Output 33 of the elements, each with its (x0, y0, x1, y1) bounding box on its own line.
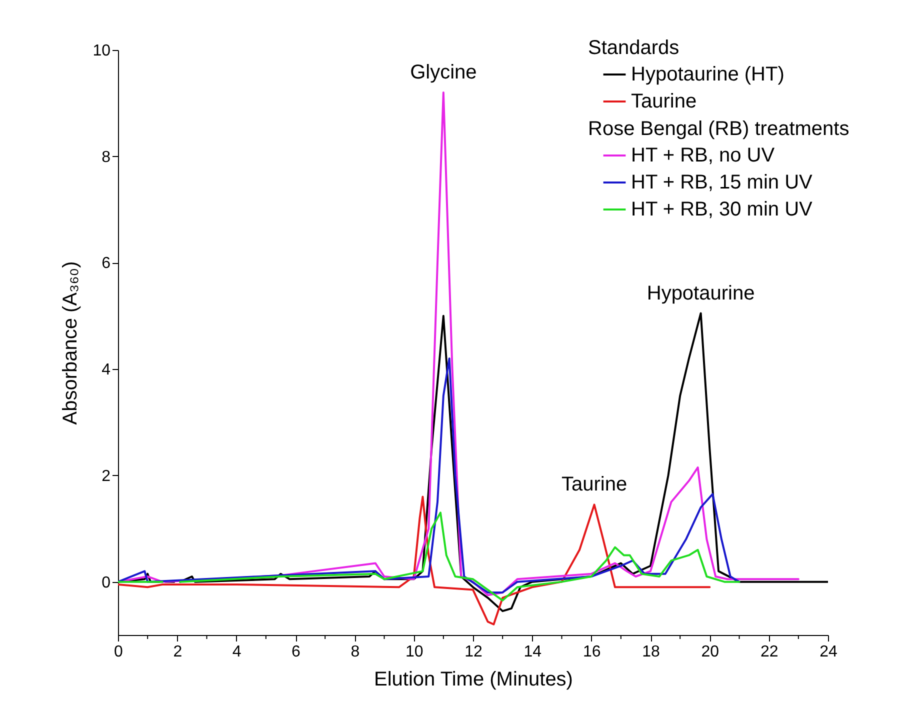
y-tick-label: 0 (102, 574, 111, 592)
x-tick-label: 22 (760, 644, 778, 660)
y-tick-label: 4 (102, 362, 111, 379)
legend-label: HT + RB, 30 min UV (631, 198, 814, 220)
line-series (118, 357, 740, 594)
y-tick-label: 6 (102, 255, 111, 272)
x-tick-label: 14 (524, 644, 542, 660)
x-tick-label: 4 (232, 644, 242, 660)
x-tick-label: 0 (114, 644, 124, 660)
x-tick-label: 6 (292, 644, 301, 660)
x-tick-label: 10 (405, 644, 424, 660)
y-tick-label: 8 (102, 148, 111, 166)
y-axis-title: Absorbance (A₃₆₀) (60, 261, 82, 425)
legend-label: Taurine (631, 90, 697, 112)
y-tick-label: 2 (102, 468, 111, 485)
x-tick-label: 20 (701, 644, 720, 660)
x-tick-label: 8 (350, 644, 360, 660)
x-axis-title: Elution Time (Minutes) (374, 668, 573, 690)
x-tick-label: 18 (642, 644, 660, 660)
text: Rose Bengal (RB) treatments (588, 118, 850, 140)
annotation: Glycine (410, 62, 477, 84)
annotation: Taurine (561, 474, 628, 496)
annotation: Hypotaurine (646, 282, 755, 304)
y-tick-label: 10 (92, 42, 111, 60)
legend-label: Hypotaurine (HT) (631, 64, 784, 86)
x-tick-label: 24 (820, 644, 838, 660)
x-tick-label: 2 (173, 644, 182, 660)
line-series (118, 496, 711, 626)
x-tick-label: 12 (464, 644, 482, 660)
x-tick-label: 16 (582, 644, 601, 660)
legend-label: HT + RB, 15 min UV (631, 172, 814, 194)
legend-label: HT + RB, no UV (631, 144, 776, 166)
text: Standards (588, 37, 680, 59)
